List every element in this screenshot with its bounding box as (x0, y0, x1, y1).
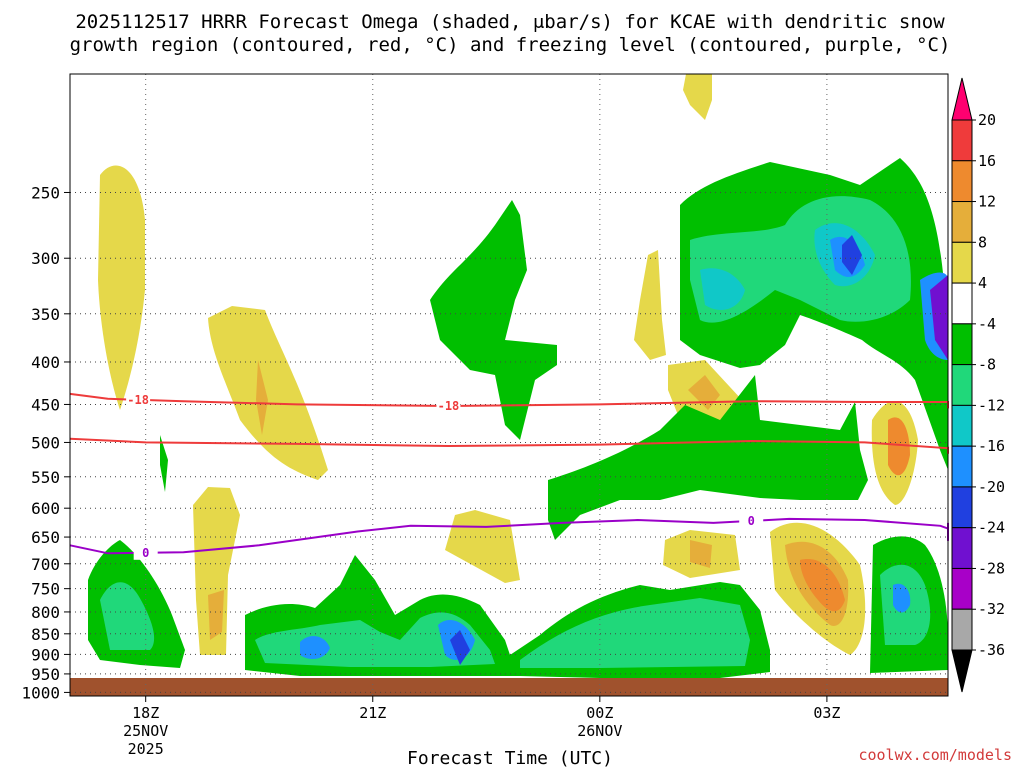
dgz-contour-label: -18 (438, 399, 460, 413)
colorbar-label: -20 (978, 478, 1005, 496)
y-tick-label: 350 (31, 305, 60, 324)
y-tick-label: 600 (31, 499, 60, 518)
freezing-level-contour-label: 0 (142, 546, 149, 560)
omega-negative-core (893, 583, 911, 613)
omega-positive-region (634, 250, 666, 360)
omega-positive-core (690, 540, 712, 568)
colorbar-label: -16 (978, 437, 1005, 455)
colorbar-swatch (951, 282, 973, 325)
colorbar-swatch (951, 323, 973, 366)
freezing-level-contour-label-bg (739, 512, 764, 528)
colorbar-swatch (951, 445, 973, 488)
x-tick-label: 18Z (132, 704, 159, 722)
omega-positive-region (445, 510, 520, 583)
colorbar-label: -32 (978, 600, 1005, 618)
omega-negative-region (160, 435, 168, 492)
omega-negative-core (450, 630, 470, 665)
y-tick-label: 700 (31, 555, 60, 574)
omega-negative-region (548, 375, 868, 540)
colorbar-swatch (951, 486, 973, 529)
omega-positive-core (208, 590, 224, 640)
y-tick-label: 500 (31, 433, 60, 452)
y-tick-label: 650 (31, 528, 60, 547)
x-tick-date: 25NOV (123, 722, 168, 740)
freezing-level-contour-label: 0 (748, 514, 755, 528)
colorbar-swatch (951, 201, 973, 243)
omega-negative-core (930, 275, 948, 360)
plot-frame (69, 73, 949, 697)
x-tick-label: 03Z (813, 704, 840, 722)
omega-positive-region (683, 74, 712, 120)
omega-negative-region (690, 196, 911, 323)
y-tick-label: 250 (31, 183, 60, 202)
colorbar-top-arrow (951, 77, 973, 121)
colorbar-swatch (951, 119, 973, 162)
colorbar-label: 20 (978, 111, 996, 129)
plot-area: -18-18-18-1200 (69, 73, 949, 697)
colorbar-label: 16 (978, 152, 996, 170)
y-tick-label: 1000 (21, 683, 60, 702)
colorbar: 20 16 12 8 4 -4 -8 -12 -16 -20 -24 -28 -32 -36 (951, 77, 1005, 693)
colorbar-label: -12 (978, 396, 1005, 414)
colorbar-label: -36 (978, 641, 1005, 659)
title-line-2: growth region (contoured, red, °C) and f… (70, 34, 951, 56)
omega-positive-region (98, 165, 145, 410)
y-tick-label: 300 (31, 249, 60, 268)
colorbar-label: -24 (978, 519, 1005, 537)
freezing-level-contour-label-bg (133, 544, 158, 560)
y-tick-label: 850 (31, 625, 60, 644)
x-axis-label: Forecast Time (UTC) (407, 748, 613, 768)
y-tick-label: 950 (31, 665, 60, 684)
colorbar-swatch (951, 364, 973, 406)
colorbar-swatch (951, 608, 973, 651)
omega-positive-region (208, 306, 328, 480)
colorbar-swatch (951, 527, 973, 569)
title-line-1: 2025112517 HRRR Forecast Omega (shaded, … (75, 11, 945, 33)
x-tick-label: 00Z (586, 704, 613, 722)
colorbar-label: 8 (978, 233, 987, 251)
y-tick-label: 400 (31, 353, 60, 372)
x-tick-date: 26NOV (577, 722, 622, 740)
x-tick-year: 2025 (128, 740, 164, 758)
colorbar-label: -8 (978, 356, 996, 374)
colorbar-label: -4 (978, 315, 996, 333)
omega-positive-core (800, 559, 845, 612)
gridlines (70, 74, 948, 696)
x-tick-label: 21Z (359, 704, 386, 722)
omega-negative-region (520, 598, 750, 668)
omega-negative-region (100, 582, 155, 650)
y-tick-label: 450 (31, 395, 60, 414)
omega-negative-core (700, 268, 745, 310)
colorbar-swatch (951, 567, 973, 610)
omega-negative-region (430, 200, 557, 440)
omega-shading (88, 74, 948, 678)
dgz-contour-label-bg (436, 398, 461, 414)
omega-positive-core (888, 417, 910, 476)
omega-negative-core (300, 636, 330, 660)
colorbar-label: -28 (978, 559, 1005, 577)
colorbar-swatch (951, 160, 973, 203)
colorbar-label: 12 (978, 193, 996, 211)
colorbar-swatch (951, 404, 973, 447)
colorbar-label: 4 (978, 274, 987, 292)
omega-positive-region (193, 487, 240, 655)
omega-negative-core (842, 235, 862, 275)
credit-text: coolwx.com/models (858, 746, 1012, 764)
dgz-contour-label-bg (126, 391, 151, 407)
y-tick-label: 900 (31, 645, 60, 664)
y-tick-label: 800 (31, 603, 60, 622)
y-axis: 2503003504004505005506006507007508008509… (21, 183, 70, 702)
y-tick-label: 550 (31, 468, 60, 487)
colorbar-swatch (951, 241, 973, 284)
colorbar-bottom-arrow (951, 649, 973, 693)
surface-ground (70, 678, 948, 696)
omega-positive-core (256, 360, 268, 435)
y-tick-label: 750 (31, 580, 60, 599)
dgz-contour-label: -18 (127, 393, 149, 407)
